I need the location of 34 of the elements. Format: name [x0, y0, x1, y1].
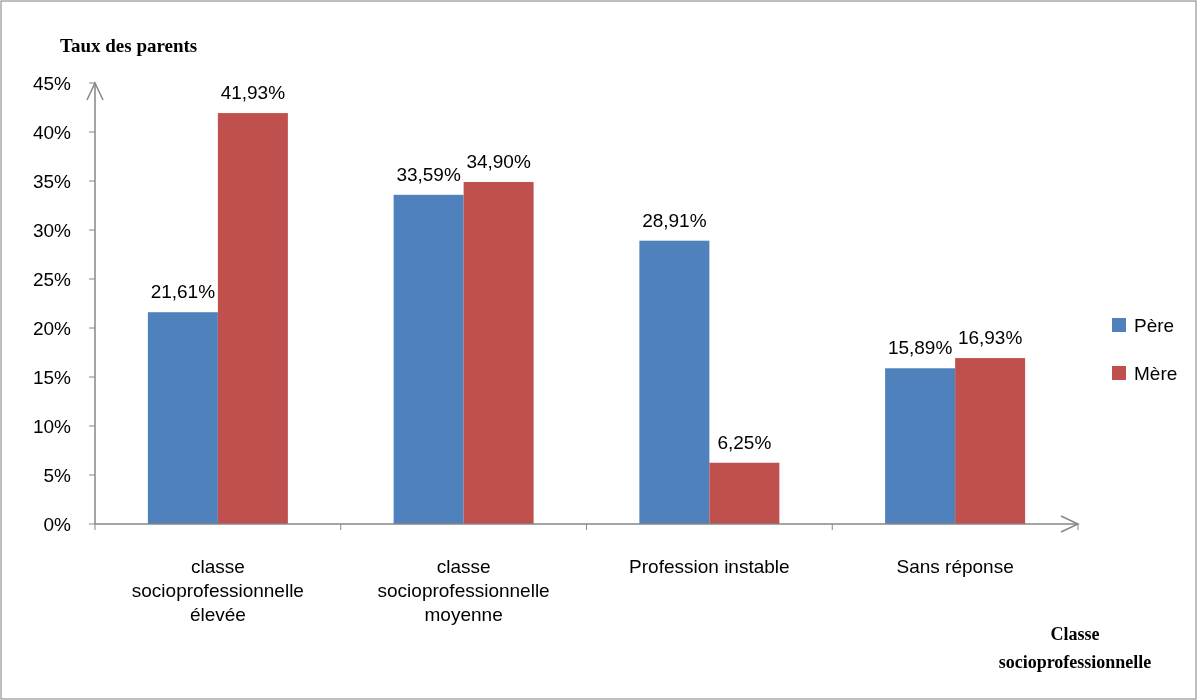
x-tick-label: classe socioprofessionnelle moyenne [377, 556, 550, 625]
y-tick-label: 0% [43, 513, 72, 535]
data-label: 6,25% [717, 431, 772, 453]
bar [709, 462, 780, 524]
chart-title: Taux des parents [60, 35, 198, 56]
data-label: 41,93% [220, 82, 286, 104]
bar [955, 358, 1026, 524]
y-tick-label: 25% [32, 268, 72, 290]
data-label: 34,90% [466, 150, 531, 172]
y-tick-label: 35% [32, 170, 72, 192]
y-tick-label: 45% [32, 72, 72, 94]
y-tick-label: 5% [43, 464, 72, 486]
data-label: 33,59% [396, 163, 461, 185]
y-tick-label: 20% [32, 317, 72, 339]
data-label: 15,89% [887, 337, 953, 359]
y-tick-label: 40% [32, 121, 72, 143]
bar [885, 368, 956, 524]
x-tick-label: Sans réponse [896, 556, 1014, 577]
data-label: 16,93% [957, 327, 1023, 349]
x-tick-label: Profession instable [629, 556, 790, 577]
legend-label: Mère [1134, 362, 1178, 384]
legend-label: Père [1134, 314, 1175, 336]
x-tick-label: classe socioprofessionnelle élevée [131, 556, 304, 625]
bar [217, 113, 288, 524]
y-tick-label: 10% [32, 415, 72, 437]
data-label: 21,61% [150, 281, 216, 303]
bar [393, 194, 464, 524]
bar [147, 312, 218, 524]
x-axis-title: Classe socioprofessionnelle [998, 624, 1152, 672]
bar [639, 240, 710, 524]
y-tick-label: 30% [32, 219, 72, 241]
bar [463, 181, 534, 524]
data-label: 28,91% [642, 209, 707, 231]
y-tick-label: 15% [32, 366, 72, 388]
